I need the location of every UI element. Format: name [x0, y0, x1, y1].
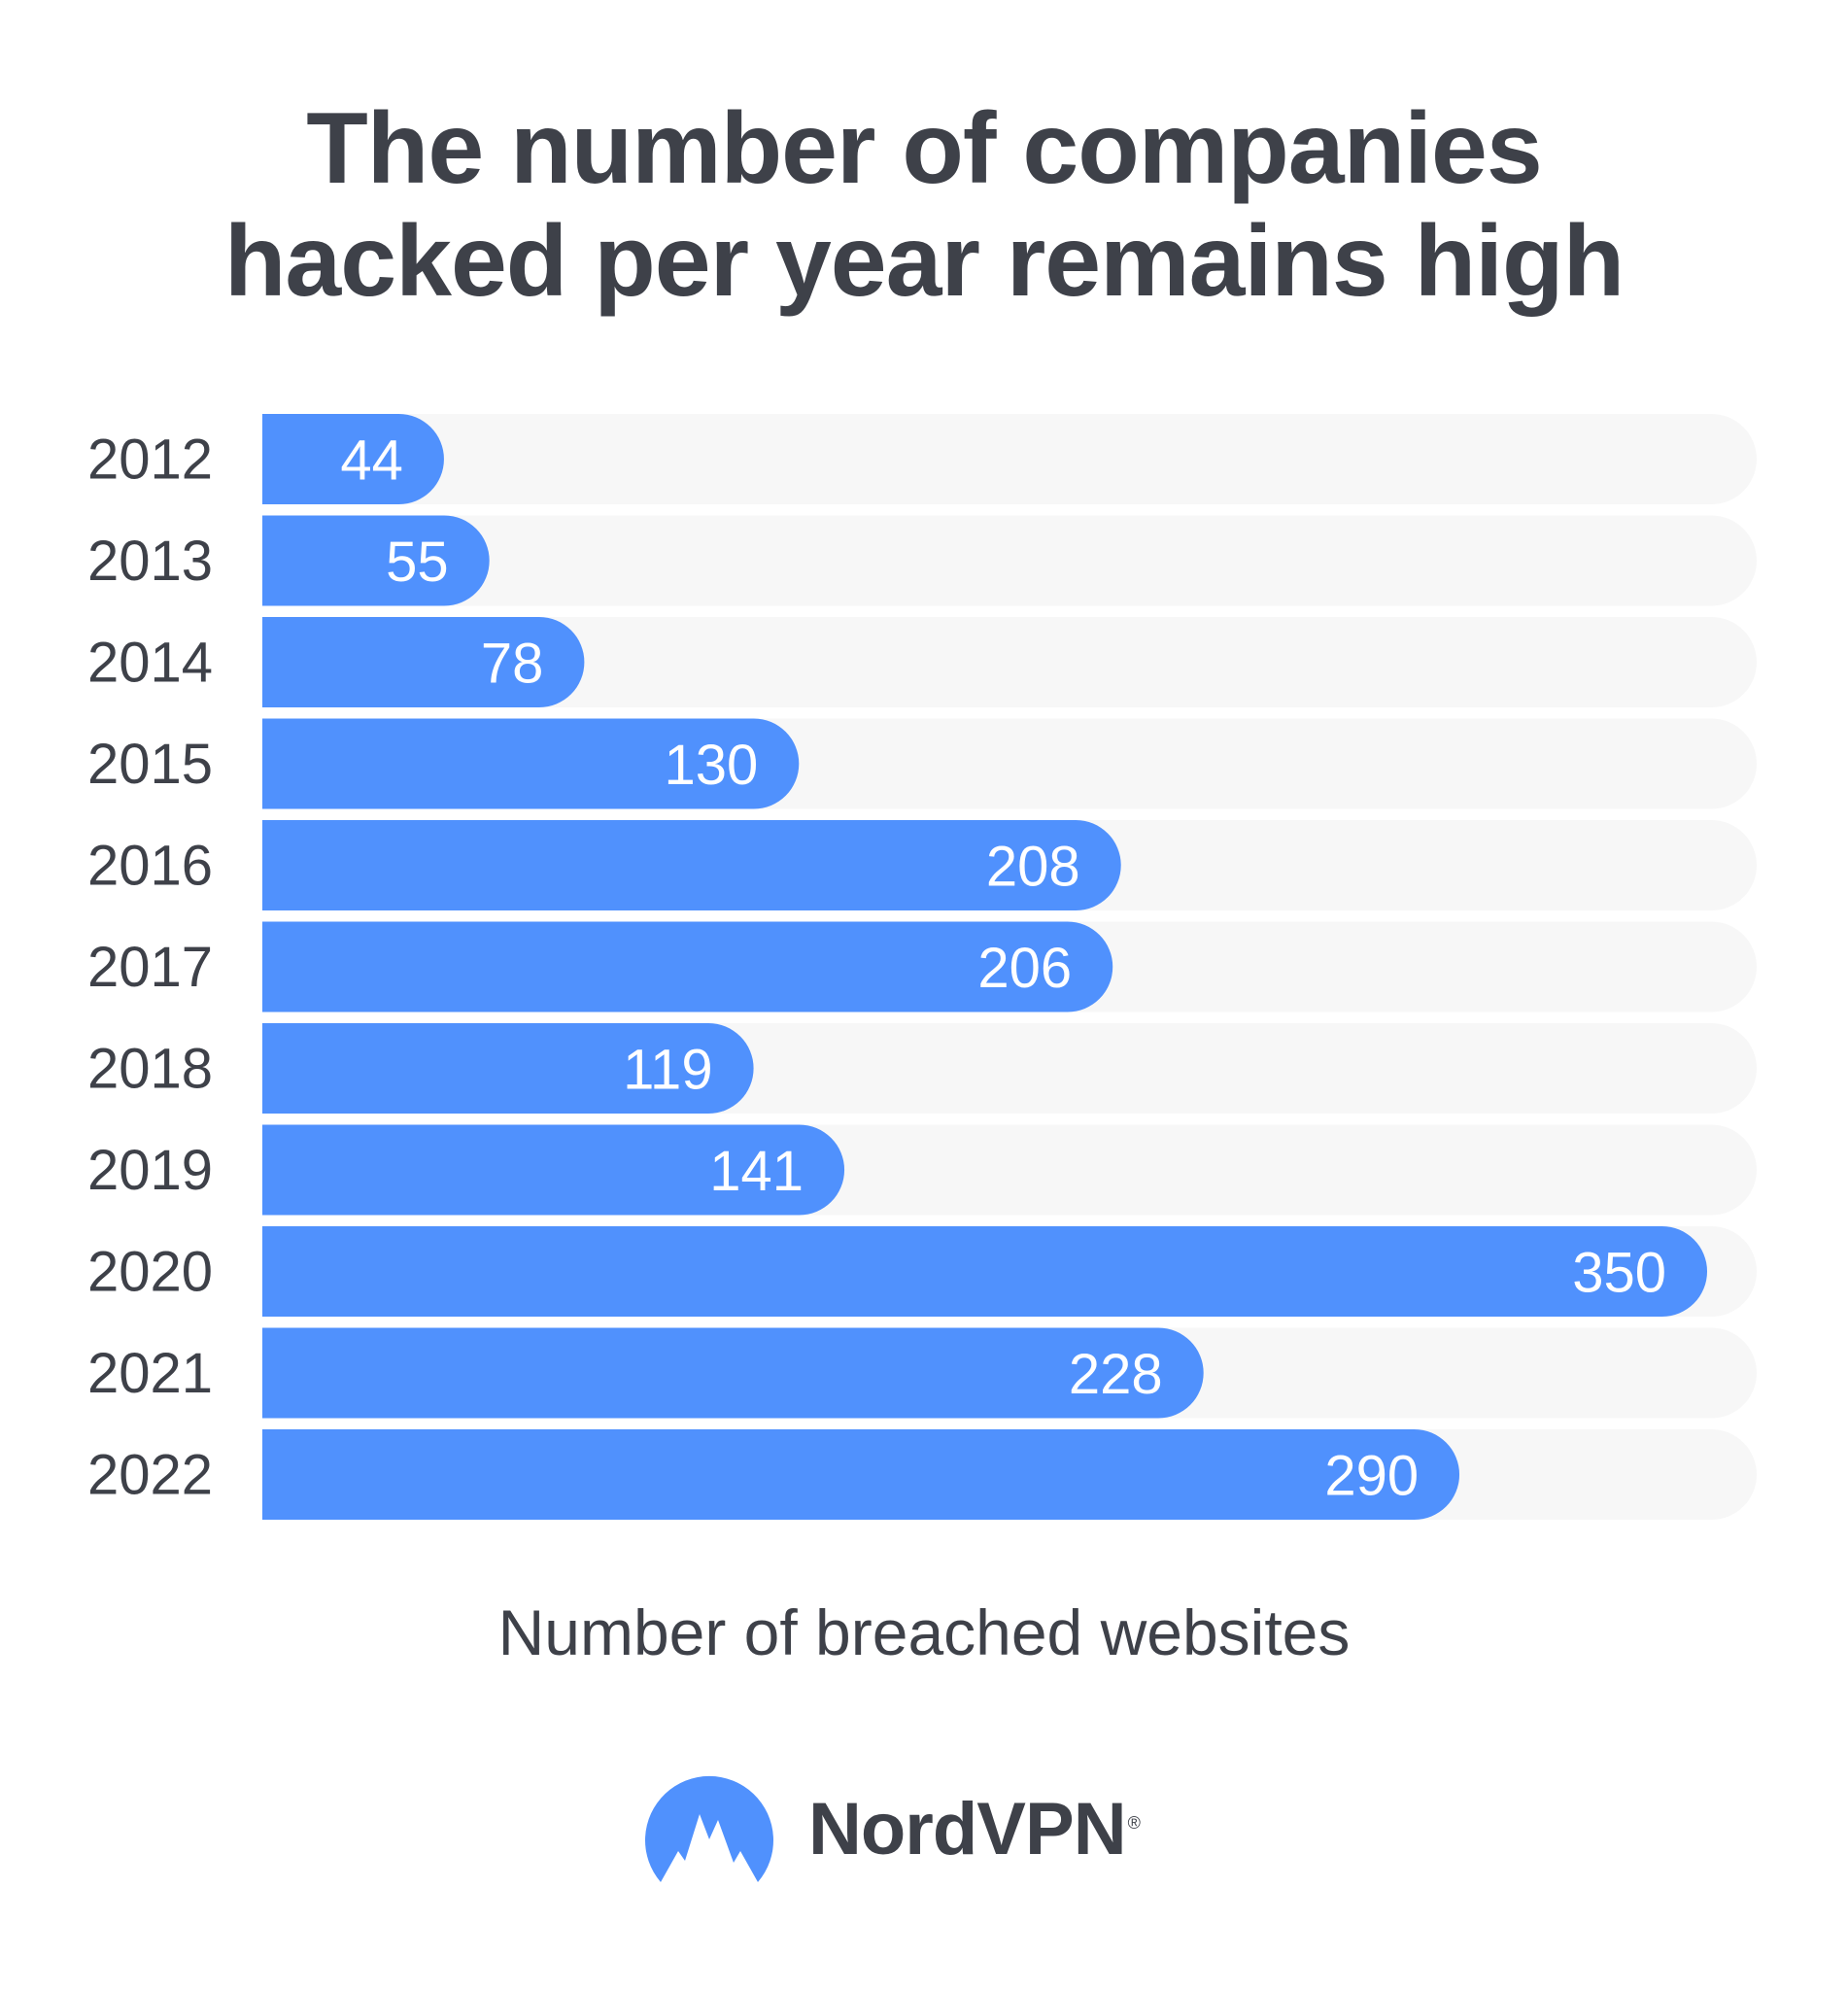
bar-2021 [262, 1327, 1204, 1419]
value-label-2013: 55 [386, 531, 449, 594]
value-label-2020: 350 [1572, 1242, 1666, 1305]
registered-mark: ® [1127, 1812, 1141, 1833]
bar-2017 [262, 921, 1113, 1012]
category-label-2021: 2021 [87, 1342, 213, 1405]
category-label-2013: 2013 [87, 530, 213, 593]
brand-wordmark: NordVPN ® [808, 1787, 1141, 1871]
bar-track-2013 [262, 515, 1757, 606]
category-labels: 2012 2013 2014 2015 2016 2017 2018 2019 2020 2021… [87, 429, 213, 1507]
category-label-2018: 2018 [87, 1038, 213, 1101]
brand-name: NordVPN [808, 1788, 1127, 1870]
category-label-2022: 2022 [87, 1444, 213, 1507]
nordvpn-mountain-icon [645, 1775, 773, 1882]
bar-2019 [262, 1124, 845, 1216]
chart-title-line-2: hacked per year remains high [223, 205, 1625, 318]
value-label-2018: 119 [623, 1039, 712, 1102]
value-label-2016: 208 [986, 836, 1080, 899]
bar-2020 [262, 1226, 1708, 1317]
category-label-2017: 2017 [87, 936, 213, 999]
bar-2016 [262, 820, 1121, 910]
chart-title-line-1: The number of companies [306, 92, 1542, 205]
x-axis-label: Number of breached websites [497, 1596, 1351, 1668]
bar-track-2014 [262, 617, 1757, 707]
value-label-2012: 44 [340, 429, 403, 493]
category-label-2020: 2020 [87, 1241, 213, 1304]
category-label-2019: 2019 [87, 1139, 213, 1202]
brand-logo: NordVPN ® [641, 1764, 1141, 1895]
bar-chart: 2012 2013 2014 2015 2016 2017 2018 2019 2020 2021… [87, 414, 1757, 1520]
bar-2018 [262, 1023, 754, 1114]
value-label-2021: 228 [1069, 1343, 1163, 1406]
value-label-2015: 130 [665, 734, 759, 797]
value-labels: 44 55 78 130 208 206 119 141 350 228 290 [340, 429, 1666, 1508]
chart-title: The number of companies hacked per year … [0, 92, 1848, 318]
value-label-2014: 78 [481, 633, 544, 696]
value-label-2017: 206 [977, 937, 1072, 1000]
bar-2012 [262, 414, 444, 504]
bar-2015 [262, 718, 800, 809]
bar-2022 [262, 1429, 1460, 1520]
category-label-2016: 2016 [87, 835, 213, 898]
value-label-2019: 141 [709, 1140, 804, 1203]
bars [262, 414, 1708, 1520]
value-label-2022: 290 [1324, 1445, 1419, 1508]
bar-track-2012 [262, 414, 1757, 504]
bar-2013 [262, 515, 490, 606]
category-label-2014: 2014 [87, 632, 213, 695]
category-label-2015: 2015 [87, 733, 213, 796]
bar-2014 [262, 617, 585, 707]
category-label-2012: 2012 [87, 429, 213, 492]
